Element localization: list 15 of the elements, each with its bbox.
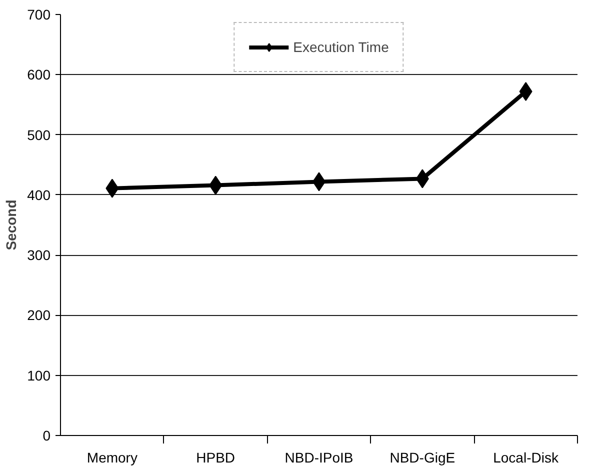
y-tick-label: 700: [27, 6, 51, 22]
x-tick-label: Local-Disk: [493, 450, 560, 466]
x-tick-label: Memory: [86, 450, 138, 466]
y-tick-label: 100: [27, 367, 51, 384]
y-tick-label: 600: [27, 66, 51, 83]
y-tick-label: 500: [27, 126, 51, 143]
legend-label: Execution Time: [293, 39, 389, 55]
y-axis-title: Second: [3, 200, 20, 250]
x-tick-label: NBD-IPoIB: [284, 450, 354, 466]
y-tick-label: 0: [42, 428, 51, 444]
x-tick-label: NBD-GigE: [390, 450, 456, 466]
y-tick-label: 200: [27, 307, 51, 324]
y-tick-label: 400: [27, 186, 51, 203]
y-tick-label: 300: [27, 247, 51, 264]
x-tick-label: HPBD: [196, 450, 236, 466]
